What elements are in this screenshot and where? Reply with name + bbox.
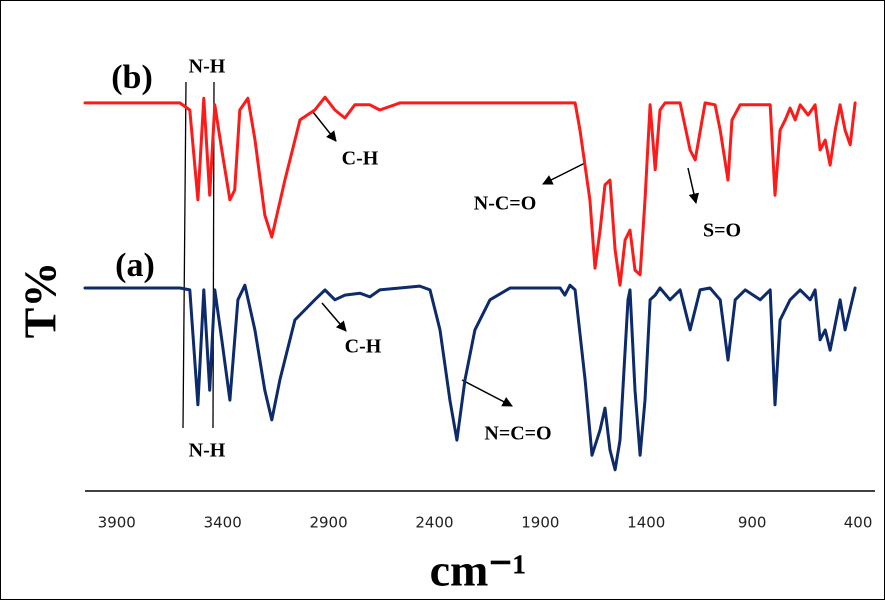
annotation: N-H: [189, 56, 226, 78]
x-tick-label: 1900: [521, 514, 559, 532]
spectrum-line: [83, 283, 857, 472]
series-label: (b): [111, 59, 153, 96]
x-tick-label: 400: [844, 514, 873, 532]
annotation: N=C=O: [484, 423, 551, 445]
arrows: [312, 111, 700, 407]
x-tick-label: 1400: [627, 514, 665, 532]
x-tick-label: 3400: [204, 514, 242, 532]
series-label: (a): [115, 247, 155, 284]
x-axis-label: cm⁻¹: [430, 545, 527, 596]
annotation: C-H: [342, 148, 379, 170]
x-tick-label: 900: [738, 514, 767, 532]
x-tick-label: 2400: [415, 514, 453, 532]
x-tick-label: 3900: [98, 514, 136, 532]
y-axis-label: T%: [15, 262, 66, 339]
annotation: C-H: [345, 336, 382, 358]
x-tick-label: 2900: [309, 514, 347, 532]
annotation: S=O: [703, 220, 741, 242]
annotation: N-H: [189, 440, 226, 462]
annotation: N-C=O: [474, 193, 537, 215]
spectrum-line: [83, 95, 857, 287]
